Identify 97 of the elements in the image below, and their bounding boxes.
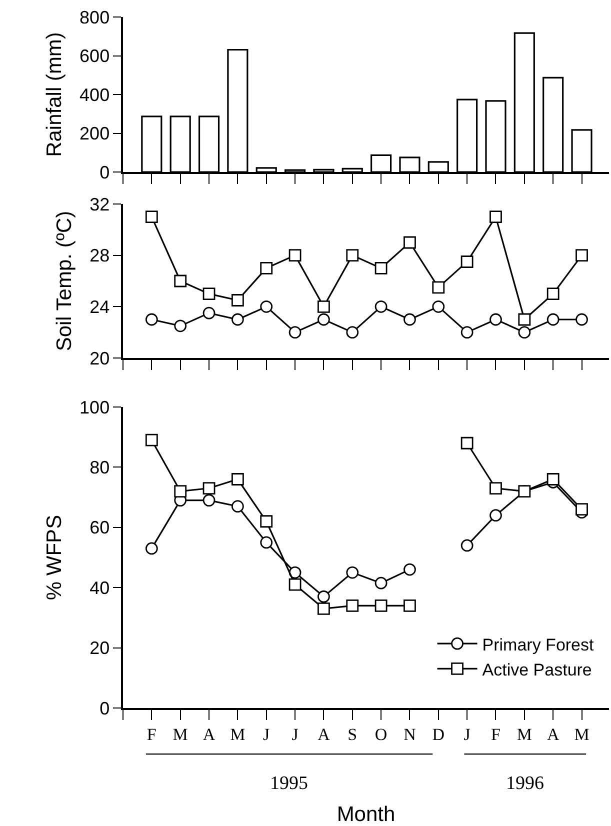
point <box>260 300 273 313</box>
text: 1996 <box>506 773 544 794</box>
y-tick-label: 20 <box>90 348 110 368</box>
point <box>202 288 216 300</box>
point <box>346 599 359 612</box>
point <box>518 485 531 498</box>
point <box>318 313 330 326</box>
point <box>174 274 187 288</box>
point <box>231 473 244 486</box>
x-tick-label: J <box>464 725 471 744</box>
point <box>231 294 244 306</box>
x-tick-label: O <box>374 725 388 744</box>
point <box>145 434 158 446</box>
point <box>460 256 474 268</box>
y-tick-label: 24 <box>90 296 110 317</box>
y-tick-label: 60 <box>90 518 110 538</box>
x-tick-label: M <box>574 725 590 744</box>
point <box>145 313 158 326</box>
y-axis-title: % WFPS <box>43 514 66 600</box>
point <box>346 249 359 262</box>
y-tick-label: 600 <box>80 46 110 66</box>
y-tick-label: 0 <box>100 698 110 718</box>
point <box>231 500 244 513</box>
point <box>231 313 244 326</box>
legend-label: Active Pasture <box>482 660 592 680</box>
point <box>260 515 273 528</box>
point <box>460 326 474 339</box>
point <box>404 313 416 326</box>
y-tick-label: 100 <box>80 397 110 418</box>
point <box>202 482 216 494</box>
point <box>490 482 502 494</box>
point <box>174 320 187 332</box>
point <box>460 539 474 552</box>
point <box>318 300 330 313</box>
point <box>346 326 359 339</box>
point <box>432 281 445 294</box>
x-tick-label: S <box>348 725 358 744</box>
x-tick-label: D <box>432 725 445 744</box>
point <box>260 262 273 274</box>
point <box>145 210 158 224</box>
point <box>374 599 388 612</box>
x-tick-label: F <box>146 725 156 744</box>
point <box>576 313 588 326</box>
y-tick-label: 40 <box>90 578 110 598</box>
y-axis-title: Soil Temp. (ºC) <box>53 210 76 352</box>
point <box>202 306 216 320</box>
y-tick-label: 800 <box>80 7 110 28</box>
point <box>576 503 588 516</box>
point <box>145 542 158 555</box>
point <box>460 436 474 450</box>
y-tick-label: 80 <box>90 458 110 478</box>
point <box>374 300 388 313</box>
x-tick-label: A <box>318 725 331 744</box>
point <box>346 566 359 579</box>
x-tick-label: J <box>292 725 299 744</box>
point <box>174 485 187 498</box>
x-tick-label: M <box>516 725 532 744</box>
point <box>374 576 388 590</box>
text: 1995 <box>270 773 308 794</box>
point <box>490 313 502 326</box>
point <box>518 313 531 326</box>
x-tick-label: N <box>404 725 416 744</box>
point <box>546 473 560 486</box>
point <box>546 313 560 326</box>
x-tick-label: J <box>263 725 270 744</box>
y-tick-label: 32 <box>90 194 110 214</box>
point <box>318 590 330 603</box>
point <box>490 210 502 224</box>
point <box>576 249 588 262</box>
point <box>518 326 531 339</box>
y-axis-title: Rainfall (mm) <box>43 32 66 157</box>
x-tick-label: M <box>230 725 246 744</box>
point <box>288 249 302 262</box>
x-tick-label: A <box>546 725 560 744</box>
x-tick-label: A <box>202 725 216 744</box>
point <box>374 262 388 274</box>
point <box>404 599 416 612</box>
point <box>490 509 502 522</box>
x-tick-label: F <box>491 725 500 744</box>
y-tick-label: 28 <box>90 246 110 266</box>
y-tick-label: 0 <box>100 162 110 182</box>
point <box>288 326 302 339</box>
point <box>260 536 273 549</box>
y-tick-label: 20 <box>90 638 110 658</box>
x-tick-label: M <box>172 725 188 744</box>
point <box>404 236 416 249</box>
point <box>288 566 302 579</box>
point <box>546 288 560 300</box>
legend-label: Primary Forest <box>482 635 594 654</box>
point <box>202 494 216 507</box>
x-axis-title: Month <box>336 803 396 826</box>
y-tick-label: 400 <box>80 84 110 105</box>
y-tick-label: 200 <box>80 124 110 144</box>
point <box>404 563 416 576</box>
point <box>318 602 330 615</box>
point <box>432 300 445 313</box>
point <box>288 578 302 591</box>
